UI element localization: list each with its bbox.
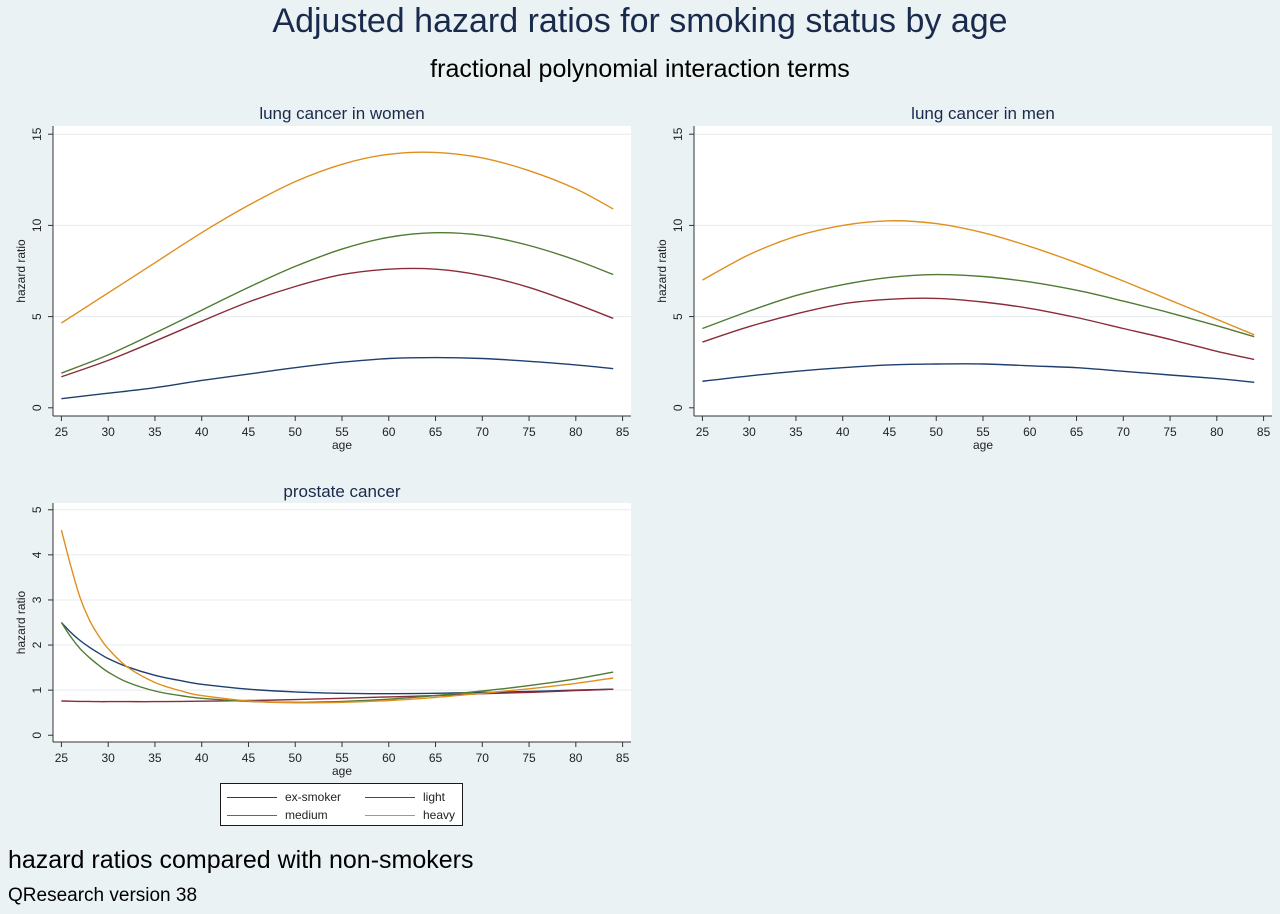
x-tick-label: 55 xyxy=(335,751,349,765)
panel-title: prostate cancer xyxy=(283,482,401,501)
y-tick-label: 0 xyxy=(30,404,44,411)
x-tick-label: 45 xyxy=(883,425,897,439)
y-tick-label: 5 xyxy=(671,313,685,320)
y-tick-label: 3 xyxy=(30,596,44,603)
x-tick-label: 65 xyxy=(1070,425,1084,439)
page-subtitle: fractional polynomial interaction terms xyxy=(430,55,850,83)
series-line-heavy xyxy=(60,529,614,704)
legend-item-heavy: heavy xyxy=(365,808,455,822)
x-tick-label: 80 xyxy=(569,425,583,439)
y-axis-label: hazard ratio xyxy=(14,239,28,303)
series-line-light xyxy=(702,297,1255,361)
y-axis-label: hazard ratio xyxy=(655,239,669,303)
series-line-heavy xyxy=(702,220,1255,336)
x-tick-label: 75 xyxy=(522,751,536,765)
x-tick-label: 65 xyxy=(429,425,443,439)
series-line-heavy xyxy=(61,151,614,324)
chart-panel-1: 25 30 35 40 45 50 55 60 65 70 75 80 85 age 0 5 10 15 hazar… xyxy=(655,104,1272,452)
x-tick-label: 70 xyxy=(476,751,490,765)
x-tick-label: 80 xyxy=(1210,425,1224,439)
legend-swatch-light xyxy=(365,796,415,798)
x-tick-label: 60 xyxy=(382,425,396,439)
x-tick-label: 55 xyxy=(335,425,349,439)
y-tick-label: 0 xyxy=(30,732,44,739)
plot-area xyxy=(53,126,631,416)
chart-panel-2: 25 30 35 40 45 50 55 60 65 70 75 80 85age012345hazar… xyxy=(14,482,631,778)
y-tick-label: 2 xyxy=(30,641,44,648)
legend-item-light: light xyxy=(365,790,445,804)
x-tick-label: 25 xyxy=(55,425,69,439)
chart-panel-0: 25 30 35 40 45 50 55 60 65 70 75 80 85 age 0 5 10 15 hazar… xyxy=(14,104,631,452)
legend-item-ex-smoker: ex-smoker xyxy=(227,790,341,804)
plot-area xyxy=(53,503,631,742)
x-tick-label: 25 xyxy=(696,425,710,439)
x-tick-label: 85 xyxy=(616,751,630,765)
y-tick-label: 5 xyxy=(30,506,44,513)
x-tick-label: 85 xyxy=(1257,425,1271,439)
x-tick-label: 60 xyxy=(1023,425,1037,439)
x-tick-label: 30 xyxy=(743,425,757,439)
x-tick-label: 80 xyxy=(569,751,583,765)
series-line-ex-smoker xyxy=(61,356,614,400)
x-tick-label: 40 xyxy=(836,425,850,439)
y-tick-label: 0 xyxy=(671,404,685,411)
x-tick-label: 55 xyxy=(976,425,990,439)
y-tick-label: 15 xyxy=(30,127,44,141)
x-axis-label: age xyxy=(332,438,352,452)
y-tick-label: 10 xyxy=(671,218,685,232)
x-axis-label: age xyxy=(973,438,993,452)
legend-label: light xyxy=(423,790,446,804)
x-tick-label: 50 xyxy=(289,751,303,765)
series-line-light xyxy=(61,267,614,378)
series-line-medium xyxy=(61,231,614,374)
x-tick-label: 30 xyxy=(102,751,116,765)
y-tick-label: 10 xyxy=(30,218,44,232)
legend-label: medium xyxy=(285,808,328,822)
legend-label: ex-smoker xyxy=(285,790,342,804)
x-tick-label: 35 xyxy=(148,751,162,765)
x-tick-label: 25 xyxy=(55,751,69,765)
y-tick-label: 5 xyxy=(30,313,44,320)
x-tick-label: 40 xyxy=(195,751,209,765)
series-line-medium xyxy=(702,273,1255,338)
x-axis-label: age xyxy=(332,764,352,778)
legend-swatch-heavy xyxy=(365,814,415,816)
legend: ex-smoker light medium heavy xyxy=(220,783,463,826)
x-tick-label: 75 xyxy=(1163,425,1177,439)
x-tick-label: 30 xyxy=(102,425,116,439)
y-tick-label: 1 xyxy=(30,686,44,693)
x-tick-label: 50 xyxy=(930,425,944,439)
x-tick-label: 85 xyxy=(616,425,630,439)
x-tick-label: 75 xyxy=(522,425,536,439)
x-tick-label: 45 xyxy=(242,425,256,439)
series-line-medium xyxy=(60,622,614,704)
x-tick-label: 40 xyxy=(195,425,209,439)
source-caption: QResearch version 38 xyxy=(8,885,198,906)
footnote: hazard ratios compared with non-smokers xyxy=(8,846,474,874)
x-tick-label: 65 xyxy=(429,751,443,765)
x-tick-label: 60 xyxy=(382,751,396,765)
y-axis-label: hazard ratio xyxy=(14,590,28,654)
x-tick-label: 35 xyxy=(148,425,162,439)
y-tick-label: 15 xyxy=(671,127,685,141)
legend-label: heavy xyxy=(423,808,456,822)
legend-swatch-ex-smoker xyxy=(227,796,277,798)
y-tick-label: 4 xyxy=(30,551,44,558)
x-tick-label: 35 xyxy=(789,425,803,439)
panel-title: lung cancer in men xyxy=(911,104,1055,123)
panel-title: lung cancer in women xyxy=(259,104,424,123)
plot-area xyxy=(694,126,1272,416)
series-line-ex-smoker xyxy=(60,622,614,695)
x-tick-label: 70 xyxy=(1117,425,1131,439)
legend-swatch-medium xyxy=(227,814,277,816)
series-line-ex-smoker xyxy=(702,363,1255,383)
x-tick-label: 50 xyxy=(289,425,303,439)
legend-item-medium: medium xyxy=(227,808,328,822)
page-title: Adjusted hazard ratios for smoking statu… xyxy=(272,2,1008,40)
x-tick-label: 70 xyxy=(476,425,490,439)
x-tick-label: 45 xyxy=(242,751,256,765)
